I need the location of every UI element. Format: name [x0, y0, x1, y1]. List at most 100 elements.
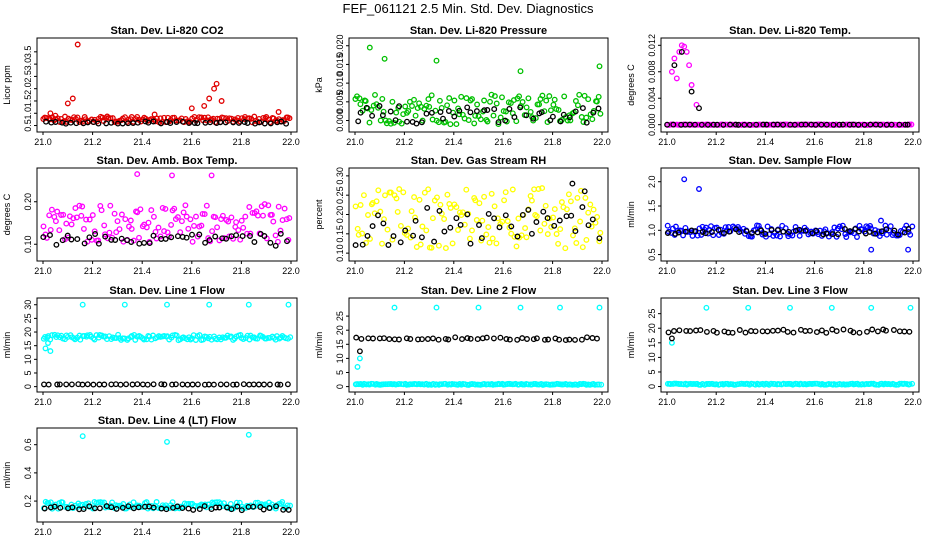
data-point	[223, 235, 230, 242]
data-point	[563, 206, 570, 213]
data-point	[385, 381, 392, 388]
data-point	[379, 95, 386, 102]
data-point	[567, 198, 574, 205]
data-point	[240, 381, 247, 388]
data-point	[784, 328, 791, 335]
y-tick-label: 5	[647, 369, 657, 374]
chart-panel-3: Stan. Dev. Li-820 Temp. degrees C 0.000 0.0…	[626, 25, 922, 147]
data-point	[178, 218, 185, 225]
data-point	[419, 336, 425, 343]
data-point	[508, 230, 515, 237]
data-point	[563, 213, 570, 220]
data-point	[91, 228, 98, 235]
y-tick-label: 0.30	[335, 167, 345, 185]
data-point	[736, 229, 743, 236]
data-point	[533, 219, 540, 225]
data-point	[503, 336, 510, 342]
data-point	[479, 217, 486, 224]
data-point	[113, 505, 120, 512]
data-point	[525, 206, 532, 213]
data-point	[95, 499, 102, 506]
y-tick-label: 0.2	[23, 495, 33, 508]
series-series-a	[40, 41, 293, 126]
data-point	[45, 381, 52, 388]
y-tick-label: 0	[647, 384, 657, 389]
data-point	[768, 380, 775, 387]
data-point-outlier	[206, 95, 213, 102]
data-point	[704, 121, 711, 128]
data-point	[198, 222, 205, 229]
data-point	[446, 95, 453, 102]
data-point	[484, 107, 491, 113]
data-point	[403, 381, 410, 388]
data-point-outlier	[517, 304, 524, 311]
data-point	[284, 238, 290, 245]
data-point	[760, 121, 767, 128]
data-point	[593, 98, 600, 105]
data-point	[382, 192, 388, 199]
data-point	[525, 381, 532, 388]
data-point	[769, 327, 776, 334]
data-point	[433, 381, 440, 388]
data-point	[583, 119, 590, 126]
data-point	[365, 212, 371, 218]
data-point	[128, 239, 135, 245]
data-point	[463, 186, 470, 193]
data-point	[887, 381, 894, 388]
data-point	[792, 227, 799, 234]
data-point	[596, 238, 603, 245]
data-point	[83, 216, 90, 223]
data-point	[286, 115, 293, 122]
data-point	[150, 118, 157, 125]
chart-title: Stan. Dev. Li-820 Pressure	[410, 25, 547, 37]
data-point-outlier	[47, 348, 54, 355]
data-point	[438, 381, 445, 388]
x-tick-label: 21.8	[233, 266, 251, 276]
data-point	[79, 203, 86, 210]
data-point	[901, 229, 908, 236]
data-point	[260, 506, 267, 513]
x-tick-label: 21.8	[855, 266, 873, 276]
data-point-outlier	[121, 301, 128, 308]
data-point-outlier	[201, 102, 208, 109]
data-point	[846, 121, 853, 128]
data-point	[223, 381, 230, 388]
data-point	[699, 229, 706, 235]
data-point	[720, 121, 727, 128]
data-point-outlier	[569, 180, 576, 187]
data-point	[698, 121, 705, 128]
data-point	[219, 235, 226, 242]
data-point	[546, 93, 553, 100]
data-point	[578, 187, 584, 194]
x-tick-label: 21.0	[658, 137, 676, 147]
data-point	[496, 224, 503, 231]
y-tick-label: 30	[23, 300, 33, 310]
data-point	[246, 204, 253, 210]
data-point-outlier	[356, 355, 363, 362]
data-point	[467, 109, 474, 116]
data-point	[907, 231, 914, 238]
data-point	[387, 120, 394, 127]
data-point	[581, 92, 588, 99]
data-point	[220, 114, 227, 121]
data-point	[588, 223, 595, 230]
data-point	[273, 503, 280, 510]
data-point	[56, 334, 63, 341]
data-point-outlier	[52, 112, 59, 119]
y-tick-label: 2.0	[23, 82, 33, 95]
data-point	[522, 225, 529, 232]
data-point	[533, 213, 540, 220]
data-point	[379, 240, 385, 247]
data-point	[424, 204, 431, 211]
data-point	[108, 381, 115, 388]
data-point	[180, 209, 187, 216]
data-point	[70, 215, 77, 222]
x-tick-label: 22.0	[282, 397, 300, 407]
data-point	[774, 227, 781, 234]
data-point	[820, 231, 827, 238]
data-point	[451, 113, 458, 120]
data-point-outlier	[366, 44, 373, 51]
data-point	[541, 108, 548, 115]
data-point	[59, 499, 66, 506]
data-point	[272, 242, 279, 249]
